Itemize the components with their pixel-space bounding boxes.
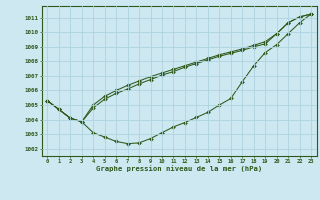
- X-axis label: Graphe pression niveau de la mer (hPa): Graphe pression niveau de la mer (hPa): [96, 165, 262, 172]
